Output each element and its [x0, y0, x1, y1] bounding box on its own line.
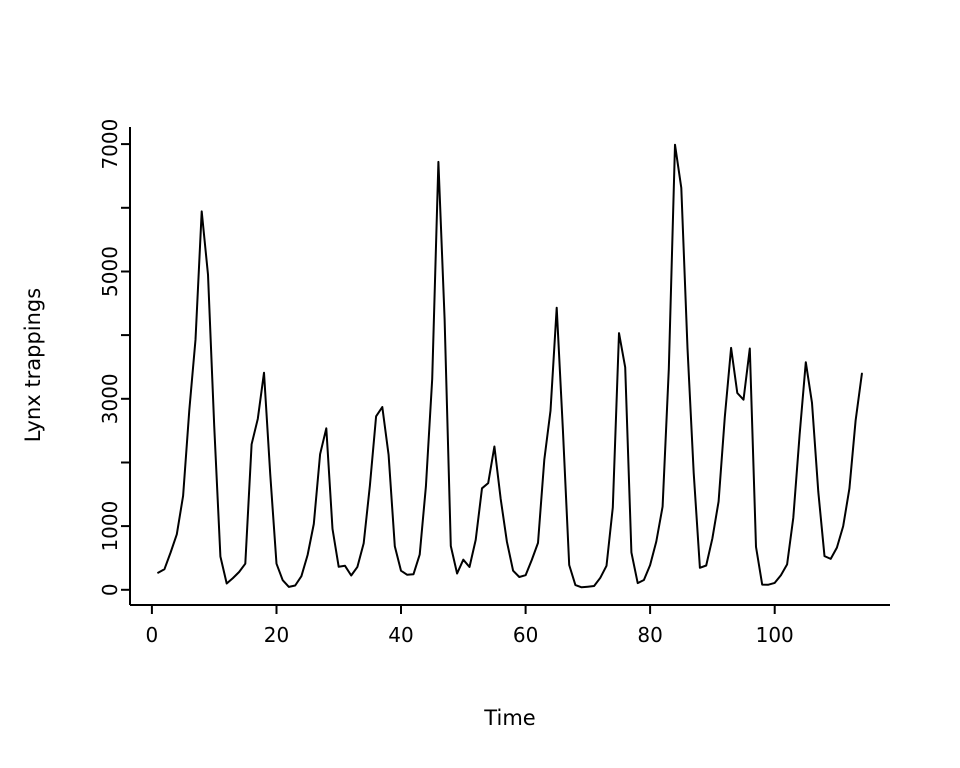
x-tick-label: 0 — [146, 623, 159, 647]
x-tick-label: 80 — [637, 623, 662, 647]
x-tick-label: 20 — [264, 623, 289, 647]
y-tick-label: 1000 — [98, 501, 122, 552]
x-tick-label: 60 — [513, 623, 538, 647]
y-tick-label: 7000 — [98, 119, 122, 170]
x-tick-label: 100 — [756, 623, 794, 647]
data-series-line — [157, 143, 863, 589]
y-tick-label: 0 — [98, 583, 122, 596]
y-tick-label: 5000 — [98, 246, 122, 297]
x-tick-label: 40 — [388, 623, 413, 647]
y-axis-label: Lynx trappings — [21, 287, 45, 443]
y-tick-label: 3000 — [98, 373, 122, 424]
x-axis-label: Time — [484, 706, 536, 730]
